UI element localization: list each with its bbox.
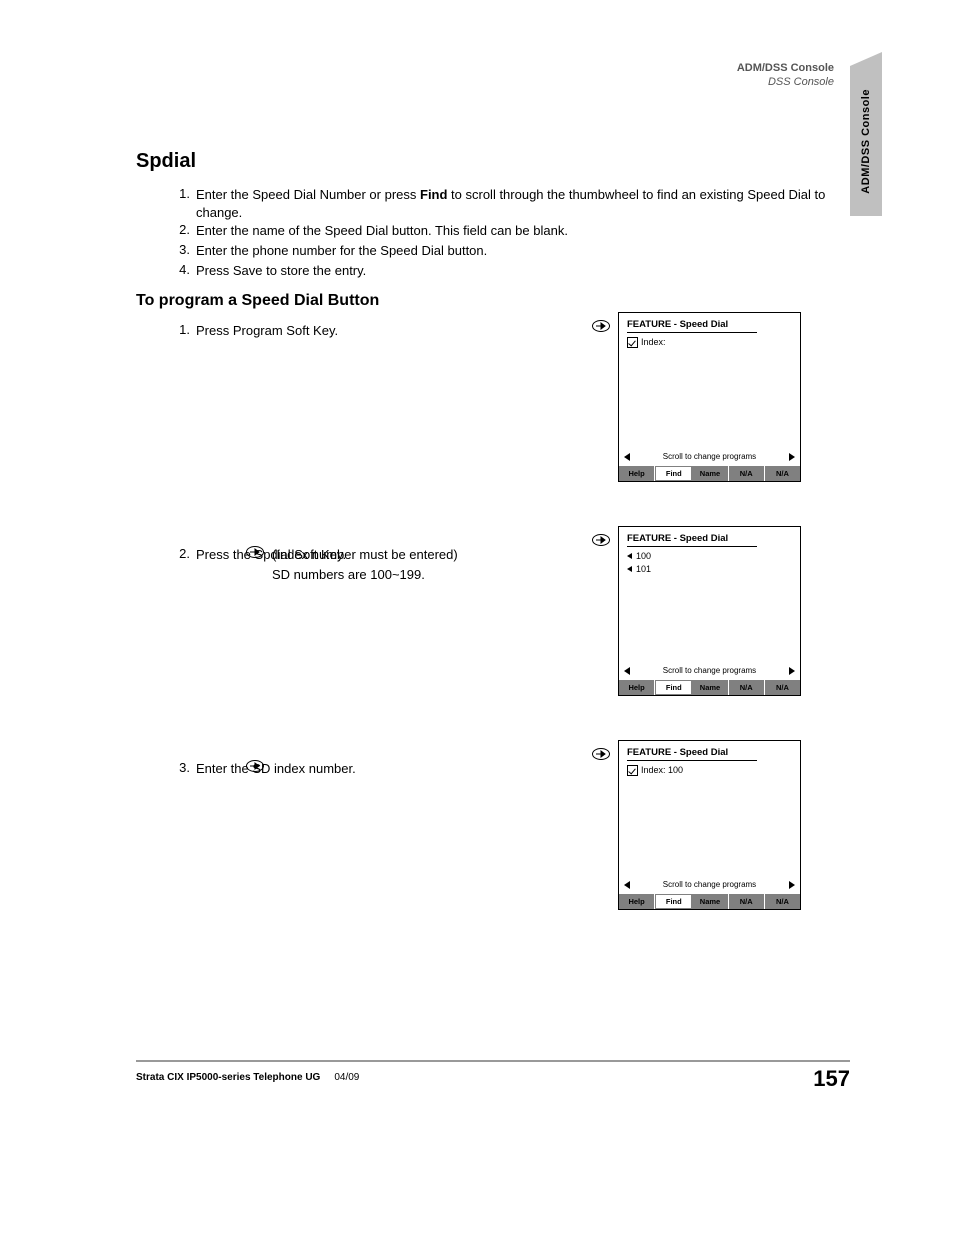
lcd2-row0-text: 100	[636, 551, 651, 561]
lcd2-row1-text: 101	[636, 564, 651, 574]
lcd3-index-val: 100	[668, 765, 683, 775]
step-1-text: Enter the Speed Dial Number or press Fin…	[196, 186, 836, 221]
lcd3-sk-name: Name	[692, 894, 728, 909]
footer-date: 04/09	[334, 1072, 359, 1083]
footer-doc: Strata CIX IP5000-series Telephone UG	[136, 1072, 320, 1083]
lcd1-scroll-row: Scroll to change programs	[624, 452, 795, 461]
lcd3-sk-na1: N/A	[729, 894, 765, 909]
chapter-header-ital: DSS Console	[737, 76, 834, 88]
section-heading: Spdial	[136, 150, 196, 173]
sub-step-1-num: 1.	[168, 322, 190, 337]
lcd3-scroll-right-icon	[789, 881, 795, 889]
lcd3-softkeys: Help Find Name N/A N/A	[619, 894, 800, 909]
step-1-num: 1.	[168, 186, 190, 201]
lcd2-scroll-right-icon	[789, 667, 795, 675]
lcd2-sk-na1: N/A	[729, 680, 765, 695]
lcd1-title: FEATURE - Speed Dial	[627, 319, 757, 333]
lcd2-body: 100 101	[627, 551, 792, 659]
sub-step-2-after-a: (Index number must be entered)	[272, 546, 562, 564]
lcd3-sk-find: Find	[655, 894, 692, 909]
lcd1-scroll-right-icon	[789, 453, 795, 461]
lcd3-body: Index: 100	[627, 765, 792, 873]
footer-left: Strata CIX IP5000-series Telephone UG 04/…	[136, 1072, 359, 1083]
lcd1-sk-na2: N/A	[765, 466, 800, 481]
lcd2-sk-find: Find	[655, 680, 692, 695]
page-number: 157	[813, 1066, 850, 1092]
lcd2-softkeys: Help Find Name N/A N/A	[619, 680, 800, 695]
chapter-header-bold: ADM/DSS Console	[737, 62, 834, 74]
lcd2-scroll-text: Scroll to change programs	[663, 666, 756, 675]
lcd-screen-1: FEATURE - Speed Dial Index: Scroll to ch…	[618, 312, 801, 482]
inline-arrow-icon	[246, 546, 264, 558]
step-4-num: 4.	[168, 262, 190, 277]
step-4-text: Press Save to store the entry.	[196, 262, 836, 280]
side-tab: ADM/DSS Console	[850, 66, 882, 216]
lcd2-title: FEATURE - Speed Dial	[627, 533, 757, 547]
step-3-text: Enter the phone number for the Speed Dia…	[196, 242, 836, 260]
lcd1-scroll-left-icon	[624, 453, 630, 461]
lcd1-body: Index:	[627, 337, 792, 445]
lcd2-row-1: 101	[627, 564, 792, 574]
lcd2-scroll-row: Scroll to change programs	[624, 666, 795, 675]
side-tab-corner	[850, 52, 882, 66]
lcd-screen-2: FEATURE - Speed Dial 100 101 Scroll to c…	[618, 526, 801, 696]
lcd1-checkbox-icon	[627, 337, 638, 348]
lcd1-index-label: Index:	[641, 337, 666, 347]
lcd1-sk-name: Name	[692, 466, 728, 481]
sub-step-2-num: 2.	[168, 546, 190, 561]
side-tab-label: ADM/DSS Console	[860, 89, 872, 194]
lcd1-sk-help: Help	[619, 466, 655, 481]
lcd3-scroll-row: Scroll to change programs	[624, 880, 795, 889]
lcd3-title: FEATURE - Speed Dial	[627, 747, 757, 761]
lcd1-softkeys: Help Find Name N/A N/A	[619, 466, 800, 481]
inline-arrow-icon-3	[246, 760, 264, 772]
step-3-num: 3.	[168, 242, 190, 257]
lcd2-sk-na2: N/A	[765, 680, 800, 695]
lcd3-scroll-text: Scroll to change programs	[663, 880, 756, 889]
result-arrow-icon	[592, 320, 610, 332]
lcd1-sk-na1: N/A	[729, 466, 765, 481]
sub-step-3-num: 3.	[168, 760, 190, 775]
sub-step-2-after-b: SD numbers are 100~199.	[272, 566, 562, 584]
step-2-text: Enter the name of the Speed Dial button.…	[196, 222, 836, 240]
lcd3-sk-na2: N/A	[765, 894, 800, 909]
lcd3-checkbox-icon	[627, 765, 638, 776]
lcd2-row0-arrow-icon	[627, 553, 632, 559]
lcd2-row1-arrow-icon	[627, 566, 632, 572]
step-1-text-bold: Find	[420, 187, 447, 202]
lcd3-index-label: Index:	[641, 765, 666, 775]
footer-rule-2	[136, 1061, 850, 1062]
lcd1-sk-find: Find	[655, 466, 692, 481]
step-1-text-a: Enter the Speed Dial Number or press	[196, 187, 420, 202]
lcd3-sk-help: Help	[619, 894, 655, 909]
lcd1-scroll-text: Scroll to change programs	[663, 452, 756, 461]
lcd-screen-3: FEATURE - Speed Dial Index: 100 Scroll t…	[618, 740, 801, 910]
lcd2-sk-help: Help	[619, 680, 655, 695]
lcd2-row-0: 100	[627, 551, 792, 561]
result-arrow-icon-3	[592, 748, 610, 760]
lcd2-sk-name: Name	[692, 680, 728, 695]
lcd3-scroll-left-icon	[624, 881, 630, 889]
subheading: To program a Speed Dial Button	[136, 292, 379, 310]
chapter-header: ADM/DSS Console DSS Console	[737, 62, 834, 88]
lcd2-scroll-left-icon	[624, 667, 630, 675]
result-arrow-icon-2	[592, 534, 610, 546]
sub-step-1-text: Press Program Soft Key.	[196, 322, 556, 340]
step-2-num: 2.	[168, 222, 190, 237]
